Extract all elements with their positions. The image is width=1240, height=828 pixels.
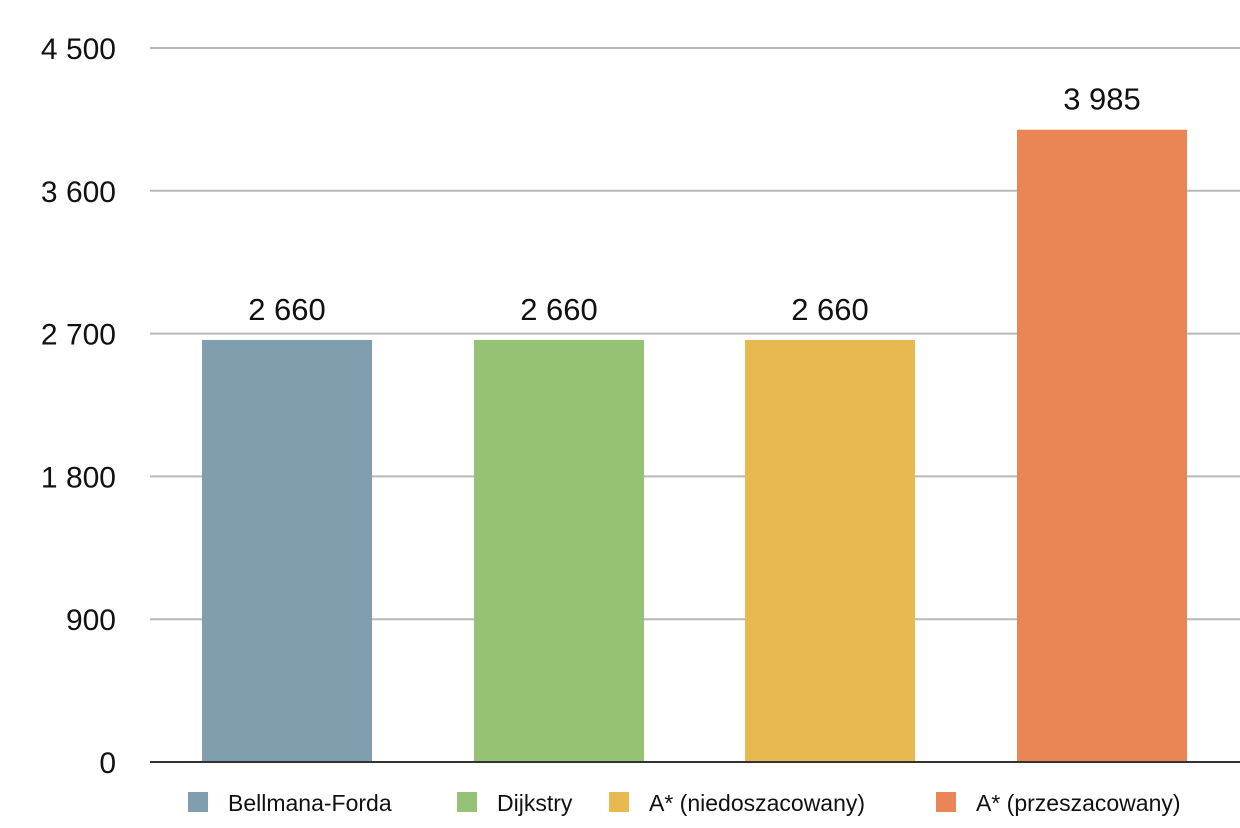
y-axis-tick-labels: 0 900 1 800 2 700 3 600 4 500 — [41, 33, 116, 780]
bar-value-label: 3 985 — [1063, 82, 1141, 117]
legend-swatch — [457, 792, 477, 812]
bar — [1017, 129, 1187, 763]
y-tick-label: 900 — [66, 604, 116, 637]
legend-swatch — [188, 792, 208, 812]
y-tick-label: 4 500 — [41, 33, 116, 66]
y-tick-label: 0 — [99, 747, 116, 780]
legend-swatch — [936, 792, 956, 812]
legend-label: A* (niedoszacowany) — [649, 790, 865, 816]
legend: Bellmana-Forda Dijkstry A* (niedoszacowany… — [188, 790, 1181, 816]
y-tick-label: 1 800 — [41, 461, 116, 494]
legend-label: Bellmana-Forda — [228, 790, 392, 816]
bar — [474, 339, 644, 762]
bar — [745, 339, 915, 762]
y-tick-label: 2 700 — [41, 319, 116, 352]
bars — [202, 129, 1187, 763]
legend-swatch — [609, 792, 629, 812]
y-tick-label: 3 600 — [41, 176, 116, 209]
bar-value-label: 2 660 — [248, 292, 326, 327]
legend-label: A* (przeszacowany) — [976, 790, 1181, 816]
bar-value-label: 2 660 — [791, 292, 869, 327]
bar — [202, 339, 372, 762]
bar-value-label: 2 660 — [520, 292, 598, 327]
bar-value-labels: 2 660 2 660 2 660 3 985 — [248, 82, 1141, 327]
legend-label: Dijkstry — [497, 790, 573, 816]
